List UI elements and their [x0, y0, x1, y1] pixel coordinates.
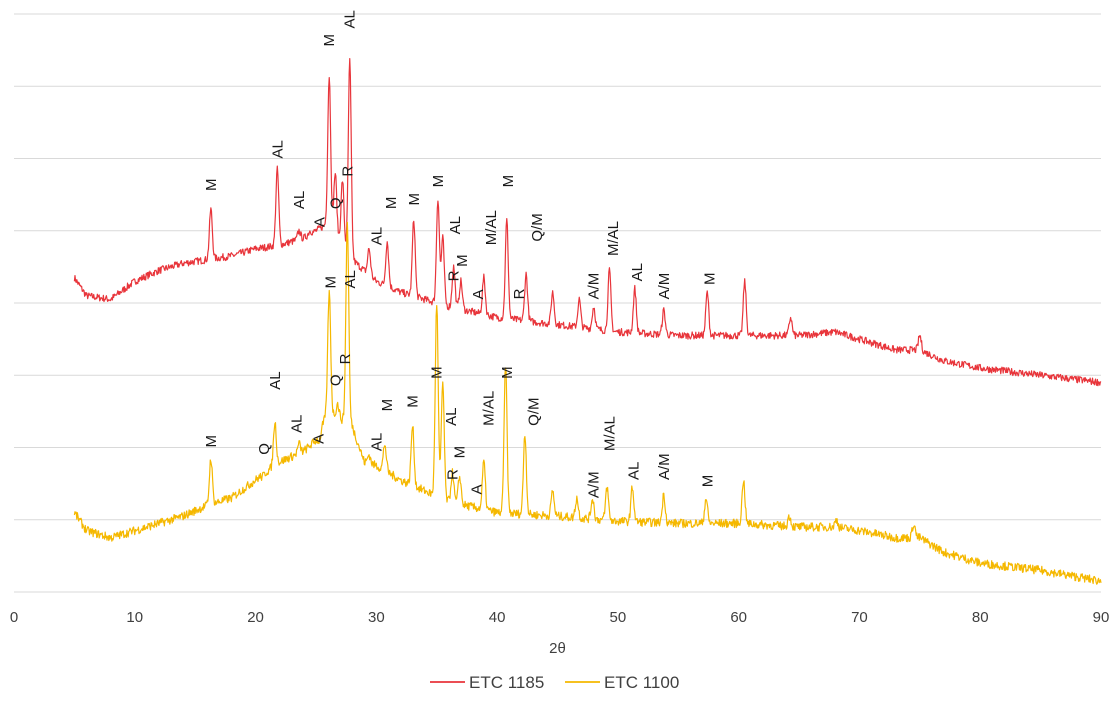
- peak-label-bottom: AL: [626, 462, 643, 480]
- peak-label-top: Q/M: [529, 213, 546, 241]
- peak-label-top: AL: [291, 191, 308, 209]
- peak-label-bottom: M: [379, 399, 396, 412]
- x-axis-title: 2θ: [549, 640, 566, 657]
- legend-label-1: ETC 1185: [469, 673, 544, 692]
- peak-label-top: M: [500, 175, 517, 188]
- x-tick-label: 20: [247, 609, 264, 626]
- peak-label-top: M/AL: [605, 221, 622, 256]
- peak-label-top: M: [203, 179, 220, 192]
- x-tick-label: 30: [368, 609, 385, 626]
- series-line-etc-1185: [73, 58, 1102, 387]
- peak-label-bottom: AL: [289, 415, 306, 433]
- x-tick-label: 90: [1093, 609, 1110, 626]
- peak-label-bottom: M: [203, 435, 220, 448]
- x-tick-label: 70: [851, 609, 868, 626]
- peak-label-bottom: M: [499, 366, 516, 378]
- peak-label-top: M/AL: [483, 210, 500, 245]
- peak-label-top: AL: [447, 216, 464, 234]
- peak-label-bottom: M: [405, 395, 422, 408]
- peak-label-top: A: [470, 289, 487, 299]
- peak-label-top: AL: [629, 263, 646, 281]
- peak-label-bottom: A/M: [656, 453, 673, 480]
- peak-label-bottom: A/M: [586, 471, 603, 498]
- peak-label-top: R: [446, 270, 463, 281]
- peak-label-top: AL: [368, 227, 385, 245]
- peak-label-bottom: AL: [267, 371, 284, 389]
- peak-label-bottom: A: [310, 434, 327, 444]
- peak-label-bottom: Q/M: [525, 397, 542, 425]
- gridlines: [14, 13, 1101, 521]
- peak-label-top: M: [321, 34, 338, 47]
- peak-label-top: R: [511, 288, 528, 299]
- peak-label-bottom: M: [429, 366, 446, 379]
- x-tick-label: 50: [610, 609, 627, 626]
- x-tick-label: 10: [126, 609, 143, 626]
- series-line-etc-1100: [73, 221, 1102, 585]
- peak-label-top: A/M: [656, 273, 673, 300]
- legend: ETC 1185 ETC 1100: [430, 673, 679, 692]
- peak-label-bottom: A: [469, 484, 486, 494]
- peak-label-bottom: AL: [342, 270, 359, 288]
- peak-label-bottom: Q: [256, 443, 273, 455]
- peak-label-top: M: [454, 254, 471, 267]
- x-tick-label: 80: [972, 609, 989, 626]
- peak-label-top: M: [430, 175, 447, 188]
- peak-label-bottom: Q: [327, 374, 344, 386]
- peak-label-top: A/M: [586, 273, 603, 300]
- x-tick-label: 60: [730, 609, 747, 626]
- peak-label-bottom: M: [452, 446, 469, 459]
- x-axis: 0 10 20 30 40 50 60 70 80 90: [10, 591, 1110, 626]
- series-lines: [73, 58, 1102, 585]
- peak-label-bottom: R: [444, 469, 461, 480]
- peak-label-top: M: [383, 197, 400, 210]
- peak-label-top: A: [312, 217, 329, 227]
- x-tick-label: 40: [489, 609, 506, 626]
- peak-label-bottom: M/AL: [481, 391, 498, 426]
- x-tick-label: 0: [10, 609, 18, 626]
- peak-label-bottom: M/AL: [601, 416, 618, 451]
- peak-label-bottom: R: [337, 353, 354, 364]
- peak-label-top: R: [339, 166, 356, 177]
- peak-label-top: AL: [342, 10, 359, 28]
- peak-label-bottom: M: [699, 475, 716, 488]
- peak-label-top: M: [702, 272, 719, 285]
- peak-label-bottom: AL: [443, 407, 460, 425]
- peak-label-top: AL: [269, 140, 286, 158]
- peak-label-bottom: AL: [368, 433, 385, 451]
- peak-label-top: M: [406, 193, 423, 206]
- legend-label-2: ETC 1100: [604, 673, 679, 692]
- peak-label-top: Q: [327, 197, 344, 209]
- peak-label-bottom: M: [322, 276, 339, 289]
